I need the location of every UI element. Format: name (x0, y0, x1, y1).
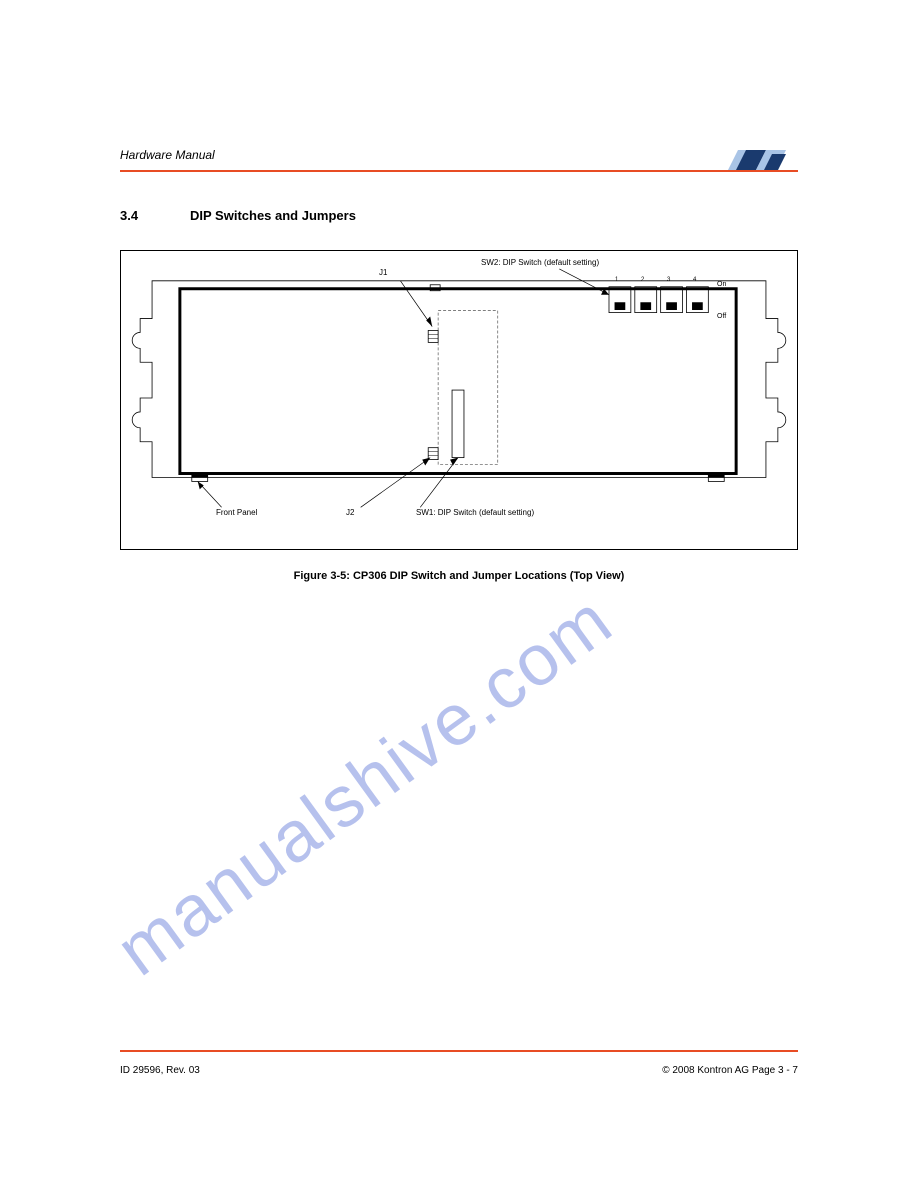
callout-front-panel: Front Panel (216, 509, 257, 518)
section-title: DIP Switches and Jumpers (190, 208, 356, 223)
footer-left: ID 29596, Rev. 03 (120, 1065, 200, 1076)
brand-logo (728, 145, 788, 180)
dip-num-1: 1 (615, 277, 618, 284)
board-diagram (121, 251, 797, 549)
footer-right: © 2008 Kontron AG Page 3 - 7 (662, 1065, 798, 1076)
callout-sw2: SW2: DIP Switch (default setting) (481, 259, 599, 268)
top-rule (120, 170, 798, 172)
dip-num-3: 3 (667, 277, 670, 284)
callout-j2: J2 (346, 509, 354, 518)
section-number: 3.4 (120, 208, 138, 223)
callout-sw1: SW1: DIP Switch (default setting) (416, 509, 534, 518)
dip-num-4: 4 (693, 277, 696, 284)
figure-caption: Figure 3-5: CP306 DIP Switch and Jumper … (120, 570, 798, 582)
dip-num-2: 2 (641, 277, 644, 284)
callout-on: On (717, 281, 726, 289)
bottom-rule (120, 1050, 798, 1052)
watermark-text: manualshive.com (102, 579, 628, 992)
callout-j1: J1 (379, 269, 387, 278)
figure-container: J1 J2 SW1: DIP Switch (default setting) … (120, 250, 798, 550)
callout-off: Off (717, 313, 726, 321)
header-left-text: Hardware Manual (120, 148, 215, 162)
